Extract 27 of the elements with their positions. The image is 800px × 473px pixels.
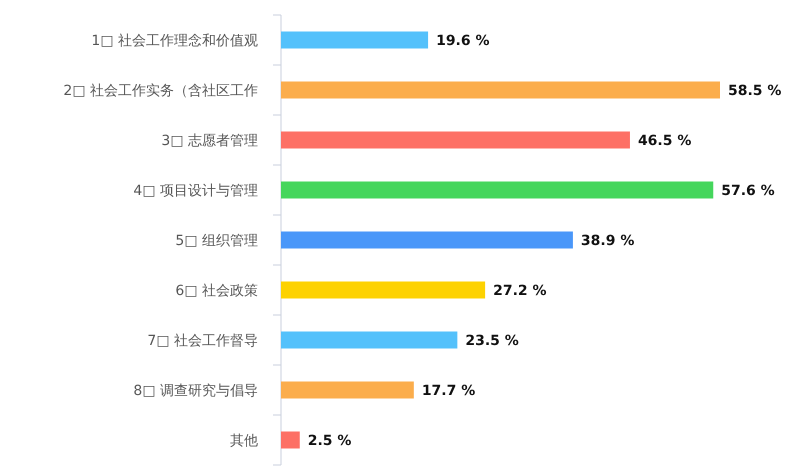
bar <box>281 32 428 48</box>
y-tick-label: 3□ 志愿者管理 <box>161 133 258 149</box>
data-label: 23.5 % <box>465 333 519 349</box>
bar <box>281 132 630 148</box>
bar <box>281 232 573 248</box>
bar <box>281 332 458 348</box>
bar <box>281 282 486 298</box>
y-tick-label: 1□ 社会工作理念和价值观 <box>91 33 258 49</box>
y-tick-label: 其他 <box>230 433 258 449</box>
data-label: 17.7 % <box>422 383 476 399</box>
bar <box>281 432 300 448</box>
y-tick-label: 8□ 调查研究与倡导 <box>133 383 258 399</box>
y-tick-label: 2□ 社会工作实务（含社区工作 <box>63 83 258 99</box>
bar <box>281 82 720 98</box>
data-label: 38.9 % <box>580 233 634 249</box>
data-label: 46.5 % <box>638 133 692 149</box>
data-label: 27.2 % <box>493 283 547 299</box>
data-label: 2.5 % <box>308 433 352 449</box>
y-tick-label: 6□ 社会政策 <box>175 283 258 299</box>
bar <box>281 382 414 398</box>
y-tick-label: 4□ 项目设计与管理 <box>133 183 258 199</box>
bar <box>281 182 714 198</box>
y-tick-label: 5□ 组织管理 <box>175 233 258 249</box>
y-tick-label: 7□ 社会工作督导 <box>147 333 258 349</box>
data-label: 19.6 % <box>436 33 490 49</box>
data-label: 57.6 % <box>721 183 775 199</box>
data-label: 58.5 % <box>728 83 782 99</box>
